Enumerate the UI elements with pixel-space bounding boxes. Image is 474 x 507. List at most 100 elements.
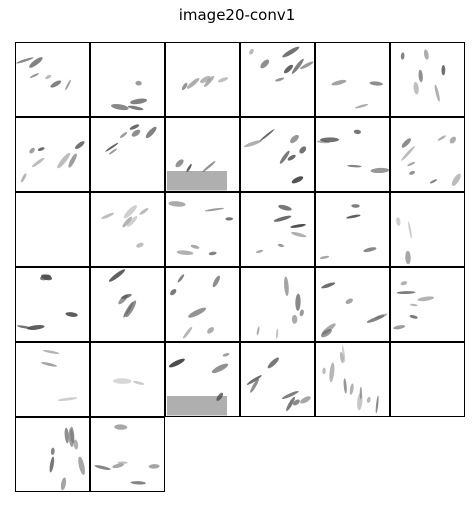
panel-border bbox=[315, 267, 390, 342]
activation-stroke bbox=[393, 325, 406, 330]
activation-stroke bbox=[16, 325, 33, 329]
activation-stroke bbox=[346, 214, 361, 219]
activation-stroke bbox=[119, 132, 128, 138]
activation-stroke bbox=[45, 74, 52, 80]
panel-border bbox=[165, 42, 240, 117]
panel-border bbox=[390, 267, 465, 342]
activation-stroke bbox=[176, 250, 194, 256]
activation-stroke bbox=[175, 159, 184, 168]
panel-border bbox=[240, 192, 315, 267]
activation-stroke bbox=[111, 104, 129, 111]
feature-map-panel bbox=[390, 192, 465, 267]
activation-stroke bbox=[359, 386, 362, 400]
activation-stroke bbox=[216, 392, 224, 401]
panel-background bbox=[165, 267, 240, 342]
feature-map-panel bbox=[90, 117, 165, 192]
activation-stroke bbox=[400, 281, 408, 286]
feature-map-panel bbox=[390, 42, 465, 117]
panel-border bbox=[90, 417, 165, 492]
activation-stroke bbox=[73, 439, 79, 450]
activation-stroke bbox=[300, 61, 314, 70]
panel-background bbox=[15, 192, 90, 267]
panel-border bbox=[315, 192, 390, 267]
activation-stroke bbox=[429, 179, 438, 184]
activation-stroke bbox=[168, 358, 185, 368]
activation-stroke bbox=[29, 147, 35, 154]
activation-stroke bbox=[65, 312, 78, 317]
panel-background bbox=[240, 117, 315, 192]
activation-stroke bbox=[277, 243, 284, 248]
activation-stroke bbox=[409, 170, 415, 175]
feature-map-panel bbox=[240, 42, 315, 117]
activation-stroke bbox=[217, 77, 229, 83]
activation-stroke bbox=[40, 274, 53, 281]
panel-background bbox=[315, 342, 390, 417]
panel-border bbox=[390, 342, 465, 417]
activation-stroke bbox=[369, 81, 383, 86]
activation-stroke bbox=[123, 205, 137, 219]
panel-border bbox=[240, 42, 315, 117]
feature-map-panel bbox=[90, 267, 165, 342]
activation-stroke bbox=[410, 303, 418, 307]
activation-stroke bbox=[273, 215, 292, 222]
activation-stroke bbox=[101, 212, 115, 219]
activation-stroke bbox=[320, 137, 340, 143]
activation-stroke bbox=[57, 152, 71, 169]
panel-border bbox=[90, 117, 165, 192]
feature-map-panel bbox=[15, 267, 90, 342]
activation-stroke bbox=[400, 52, 405, 60]
activation-stroke bbox=[75, 141, 85, 150]
panel-background bbox=[15, 342, 90, 417]
activation-stroke bbox=[31, 157, 45, 168]
feature-map-panel bbox=[165, 42, 240, 117]
activation-stroke bbox=[283, 64, 294, 74]
activation-stroke bbox=[345, 298, 353, 305]
activation-stroke bbox=[168, 201, 186, 207]
activation-stroke bbox=[347, 164, 362, 168]
activation-stroke bbox=[300, 396, 311, 404]
activation-stroke bbox=[275, 77, 285, 82]
activation-stroke bbox=[108, 148, 118, 155]
activation-stroke bbox=[396, 291, 416, 294]
activation-stroke bbox=[148, 464, 160, 469]
activation-band bbox=[167, 396, 227, 416]
activation-stroke bbox=[246, 375, 262, 385]
activation-stroke bbox=[117, 461, 128, 465]
feature-map-panel bbox=[15, 342, 90, 417]
activation-stroke bbox=[41, 362, 58, 367]
panel-border bbox=[15, 342, 90, 417]
feature-map-panel bbox=[165, 342, 240, 417]
activation-stroke bbox=[190, 244, 200, 249]
activation-stroke bbox=[177, 274, 185, 283]
activation-stroke bbox=[127, 105, 144, 111]
activation-stroke bbox=[290, 134, 299, 144]
panel-border bbox=[15, 192, 90, 267]
activation-stroke bbox=[396, 217, 401, 226]
panel-background bbox=[315, 42, 390, 117]
activation-stroke bbox=[299, 309, 304, 317]
activation-stroke bbox=[291, 314, 298, 324]
panel-border bbox=[315, 342, 390, 417]
panel-border bbox=[90, 192, 165, 267]
activation-stroke bbox=[182, 326, 193, 339]
panel-background bbox=[15, 117, 90, 192]
feature-map-panel bbox=[90, 42, 165, 117]
panel-background bbox=[240, 267, 315, 342]
feature-map-panel bbox=[165, 267, 240, 342]
activation-stroke bbox=[343, 378, 347, 394]
activation-stroke bbox=[64, 427, 69, 444]
panel-border bbox=[240, 342, 315, 417]
panel-border bbox=[165, 117, 240, 192]
panel-background bbox=[90, 417, 165, 492]
activation-stroke bbox=[287, 154, 296, 161]
activation-stroke bbox=[208, 251, 217, 256]
activation-stroke bbox=[375, 395, 379, 414]
figure-title: image20-conv1 bbox=[178, 6, 296, 24]
activation-stroke bbox=[259, 129, 275, 142]
feature-map-panel bbox=[390, 342, 465, 417]
activation-stroke bbox=[125, 300, 137, 318]
activation-stroke bbox=[243, 140, 262, 148]
activation-stroke bbox=[407, 161, 416, 167]
activation-stroke bbox=[114, 424, 128, 430]
